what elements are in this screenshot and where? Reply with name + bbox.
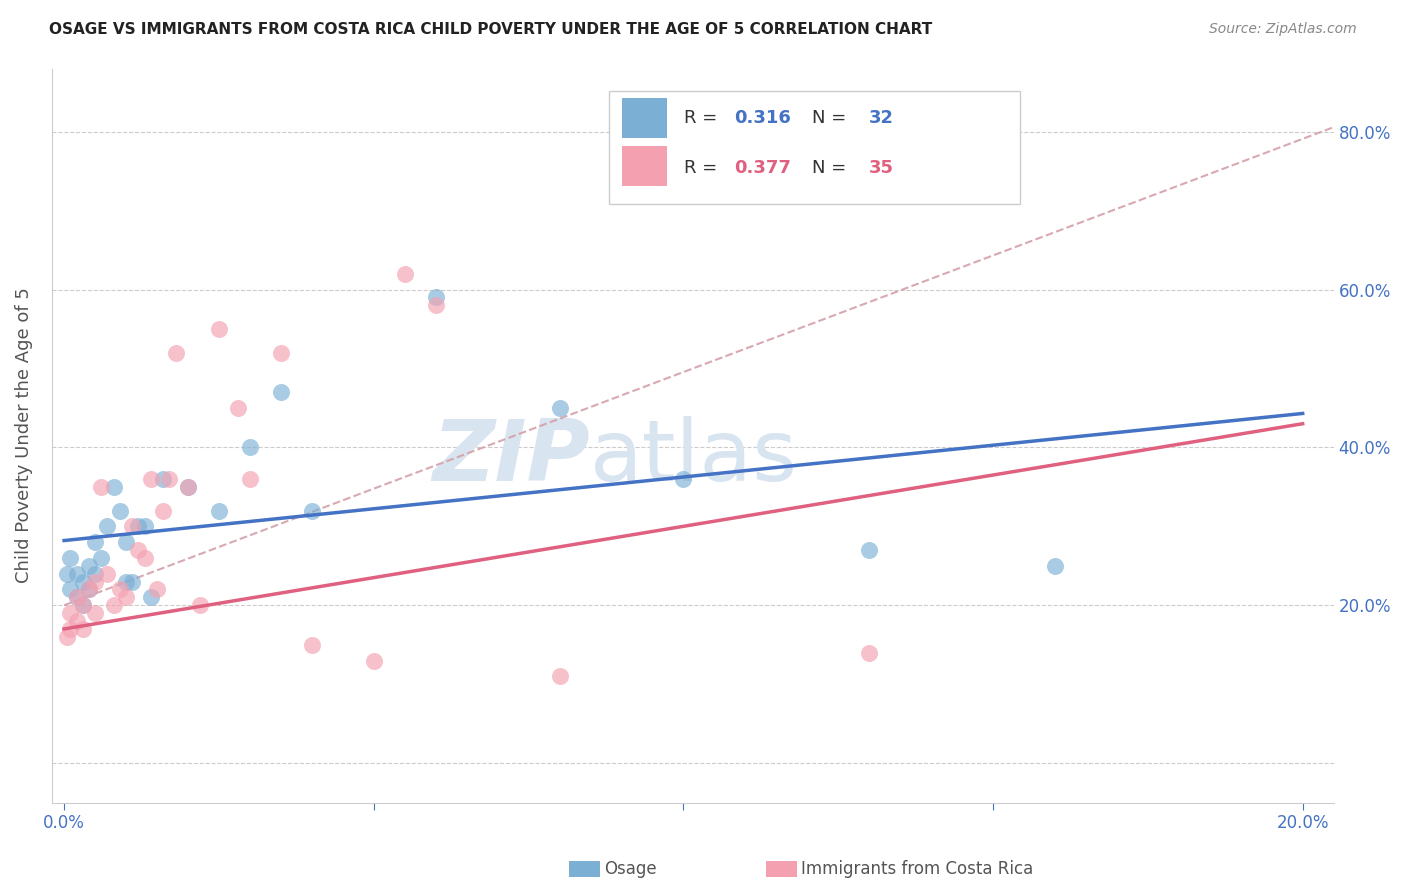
Point (72, 622, 94, 636)
Text: 0.316: 0.316 (734, 109, 790, 127)
Point (127, 519, 149, 533)
Text: N =: N = (811, 109, 852, 127)
Point (363, 653, 385, 667)
Point (84, 606, 107, 620)
Point (157, 472, 180, 486)
Text: 32: 32 (869, 109, 893, 127)
Point (115, 574, 138, 589)
Text: atlas: atlas (591, 416, 799, 500)
Point (548, 401, 571, 415)
Point (121, 519, 143, 533)
Point (77, 582, 100, 597)
Point (672, 472, 695, 486)
Text: Immigrants from Costa Rica: Immigrants from Costa Rica (801, 860, 1033, 878)
Point (190, 599, 212, 613)
Point (65, 591, 87, 605)
Point (208, 322, 231, 336)
Point (90, 550, 112, 565)
Point (301, 638, 323, 652)
Point (103, 599, 125, 613)
Point (72, 574, 94, 589)
Point (548, 669, 571, 683)
Point (165, 345, 187, 359)
Point (96, 566, 118, 581)
Point (65, 614, 87, 628)
Point (270, 345, 292, 359)
Point (425, 290, 447, 304)
Point (65, 566, 87, 581)
Point (84, 566, 107, 581)
Point (108, 503, 131, 517)
Point (858, 543, 880, 558)
Point (56, 566, 79, 581)
Point (72, 599, 94, 613)
FancyBboxPatch shape (623, 98, 666, 138)
Point (146, 582, 169, 597)
Text: 0.377: 0.377 (734, 159, 790, 177)
FancyBboxPatch shape (623, 145, 666, 186)
Point (152, 472, 174, 486)
Point (177, 480, 200, 494)
Point (239, 472, 262, 486)
Point (1043, 558, 1066, 573)
Point (115, 591, 138, 605)
Point (84, 535, 107, 549)
Point (270, 385, 292, 400)
Point (121, 574, 143, 589)
Point (152, 503, 174, 517)
Point (239, 441, 262, 455)
Point (139, 472, 162, 486)
Text: R =: R = (683, 159, 723, 177)
Point (96, 519, 118, 533)
Y-axis label: Child Poverty Under the Age of 5: Child Poverty Under the Age of 5 (15, 287, 32, 583)
Point (84, 574, 107, 589)
Point (59, 582, 82, 597)
Point (115, 535, 138, 549)
Point (208, 503, 231, 517)
FancyBboxPatch shape (609, 91, 1019, 204)
Point (134, 550, 156, 565)
Point (77, 582, 100, 597)
Point (90, 480, 112, 494)
Point (59, 622, 82, 636)
Point (56, 630, 79, 644)
Point (59, 606, 82, 620)
Point (103, 480, 125, 494)
Point (127, 543, 149, 558)
Point (858, 646, 880, 660)
Point (301, 503, 323, 517)
Point (65, 591, 87, 605)
Point (72, 599, 94, 613)
Point (59, 550, 82, 565)
Point (394, 267, 416, 281)
Point (77, 558, 100, 573)
Text: ZIP: ZIP (433, 416, 591, 500)
Text: N =: N = (811, 159, 852, 177)
Text: OSAGE VS IMMIGRANTS FROM COSTA RICA CHILD POVERTY UNDER THE AGE OF 5 CORRELATION: OSAGE VS IMMIGRANTS FROM COSTA RICA CHIL… (49, 22, 932, 37)
Point (134, 519, 156, 533)
Text: R =: R = (683, 109, 723, 127)
Point (108, 582, 131, 597)
Text: 35: 35 (869, 159, 893, 177)
Point (177, 480, 200, 494)
Point (425, 298, 447, 312)
Point (139, 591, 162, 605)
Text: Osage: Osage (605, 860, 657, 878)
Text: Source: ZipAtlas.com: Source: ZipAtlas.com (1209, 22, 1357, 37)
Point (226, 401, 249, 415)
